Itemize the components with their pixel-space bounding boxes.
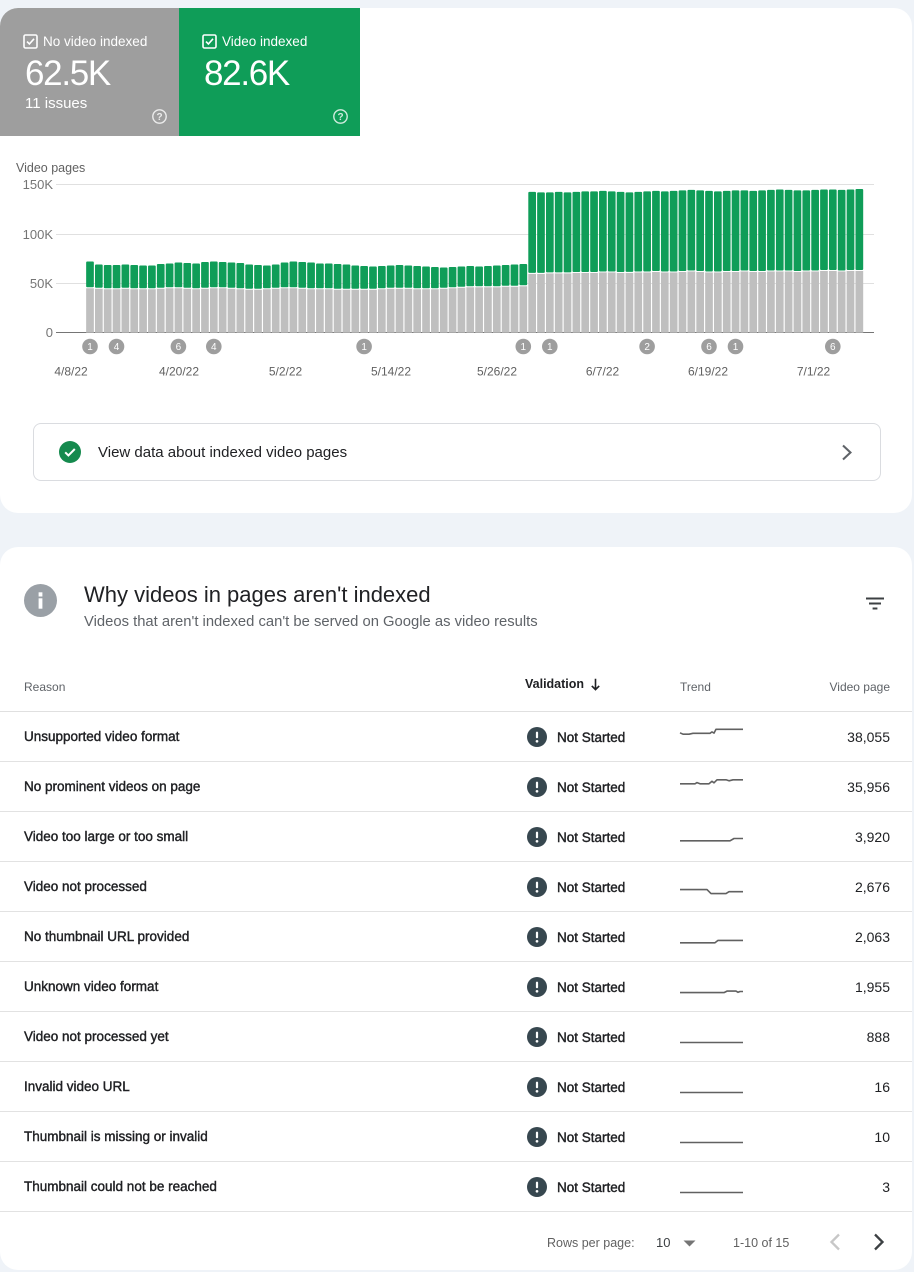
svg-text:6/19/22: 6/19/22	[688, 365, 728, 379]
svg-text:5/26/22: 5/26/22	[477, 365, 517, 379]
svg-text:5/14/22: 5/14/22	[371, 365, 411, 379]
svg-text:?: ?	[156, 112, 162, 123]
svg-text:4/20/22: 4/20/22	[159, 365, 199, 379]
svg-text:4/8/22: 4/8/22	[54, 365, 88, 379]
svg-text:1: 1	[361, 342, 367, 353]
svg-text:6: 6	[830, 342, 836, 353]
svg-text:100K: 100K	[23, 227, 54, 242]
svg-text:6: 6	[176, 342, 182, 353]
svg-text:6: 6	[706, 342, 712, 353]
svg-text:50K: 50K	[30, 276, 53, 291]
svg-text:6/7/22: 6/7/22	[586, 365, 620, 379]
svg-text:?: ?	[337, 112, 343, 123]
svg-text:1: 1	[521, 342, 527, 353]
svg-text:1: 1	[87, 342, 93, 353]
svg-text:0: 0	[46, 325, 53, 340]
svg-text:2: 2	[644, 342, 650, 353]
svg-text:4: 4	[114, 342, 120, 353]
svg-text:5/2/22: 5/2/22	[269, 365, 303, 379]
svg-text:4: 4	[211, 342, 217, 353]
svg-text:1: 1	[547, 342, 553, 353]
svg-text:Video pages: Video pages	[16, 161, 85, 175]
svg-text:150K: 150K	[23, 177, 54, 192]
svg-text:1: 1	[733, 342, 739, 353]
svg-text:7/1/22: 7/1/22	[797, 365, 831, 379]
